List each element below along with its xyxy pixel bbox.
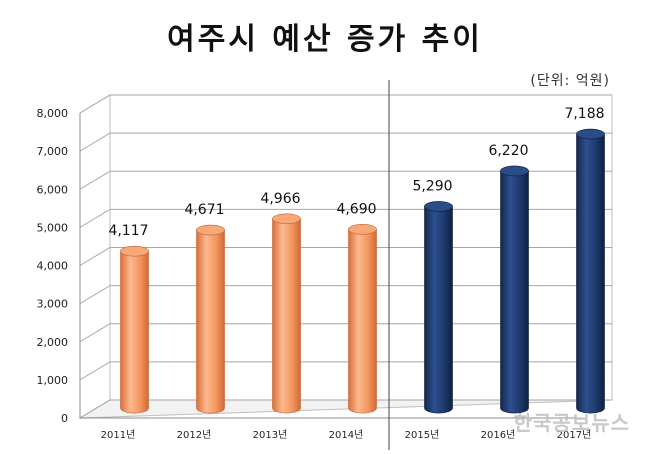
bar [500,165,529,414]
x-tick-label: 2013년 [253,429,288,441]
y-tick-label: 3,000 [37,298,69,311]
bar-value-label: 4,966 [260,191,300,207]
bar [576,128,605,414]
watermark: 한국공보뉴스 [513,411,630,435]
y-tick-label: 8,000 [37,107,69,120]
gridline [79,94,612,114]
bar [348,223,377,414]
bars-layer [120,128,605,414]
bar-value-label: 5,290 [412,178,452,194]
bar-body [576,133,605,414]
labels-layer: 0 1,000 2,000 3,000 4,000 5,000 6,000 7,000 8,00… [37,106,605,441]
bar-body [120,250,149,414]
bar [424,201,453,414]
bar-body [196,229,225,414]
bar-value-label: 4,690 [336,201,376,217]
y-tick-label: 5,000 [37,221,69,234]
y-tick-label: 1,000 [37,374,69,387]
bar-body [424,206,453,414]
chart-title: 여주시 예산 증가 추이 [167,22,483,57]
bar-body [500,170,529,414]
y-tick-label: 4,000 [37,260,69,273]
y-tick-label: 7,000 [37,145,69,158]
x-tick-label: 2015년 [405,429,440,441]
bar-value-label: 4,117 [108,223,148,239]
x-tick-label: 2016년 [481,429,516,441]
bar-body [272,218,301,414]
bar [272,213,301,414]
x-tick-label: 2014년 [329,429,364,441]
bar-value-label: 7,188 [564,106,604,122]
unit-label: (단위: 억원) [530,73,610,89]
bar [120,245,149,414]
bar-value-label: 6,220 [488,143,528,159]
bar-cap [576,128,605,140]
gridline [79,170,612,190]
bar-cap [120,245,149,257]
bar-value-label: 4,671 [184,202,224,218]
x-tick-label: 2011년 [101,429,136,441]
bar-cap [272,213,301,225]
bar-cap [348,223,377,235]
x-tick-label: 2012년 [177,429,212,441]
x-tick-label: 2017년 [557,429,592,441]
y-tick-label: 2,000 [37,336,69,349]
grid-layer [78,94,613,419]
bar [196,224,225,414]
bar-body [348,228,377,414]
y-tick-label: 0 [61,412,68,425]
bar-cap [424,201,453,212]
y-tick-label: 6,000 [37,183,69,196]
axis-layer [79,80,582,450]
bar-cap [500,165,529,177]
bar-cap [196,224,225,236]
gridline [79,132,612,152]
